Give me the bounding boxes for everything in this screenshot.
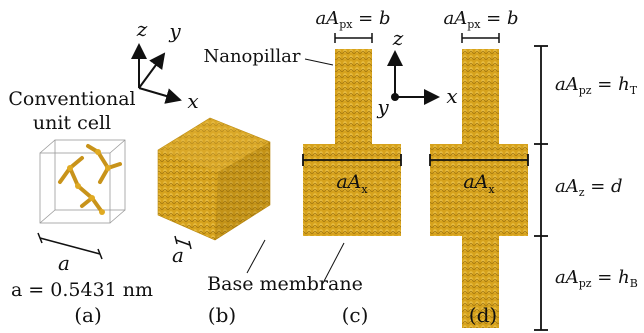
axis-y-left: y	[168, 19, 181, 43]
dim-apx-c	[334, 33, 373, 43]
axis-x-left: x	[187, 89, 198, 113]
caption-d: (d)	[469, 303, 497, 327]
unit-cell-diagram	[39, 139, 126, 224]
caption-a: (a)	[74, 303, 102, 327]
caption-c: (c)	[342, 303, 369, 327]
membrane-leader-c	[321, 242, 345, 286]
lattice-symbol-b: a	[172, 243, 184, 267]
base-membrane-leader	[246, 239, 266, 274]
axis-x-right: x	[446, 84, 457, 108]
height-d-label: aAz = d	[555, 176, 623, 199]
base-membrane-label: Base membrane	[207, 273, 363, 295]
unit-cell-title-2: unit cell	[33, 112, 111, 134]
dim-apx-d	[461, 33, 500, 43]
dim-ax-c	[302, 154, 402, 166]
ax-label-c: aAx	[336, 171, 368, 196]
y-axis-dot	[391, 93, 399, 101]
base-membrane-block	[157, 117, 271, 241]
height-dimension	[534, 45, 548, 331]
axis-z-left: z	[136, 17, 148, 41]
lattice-dimension-a	[37, 232, 103, 260]
apx-label-d: aApx = b	[443, 8, 518, 31]
caption-b: (b)	[208, 303, 236, 327]
axis-y-right: y	[376, 95, 389, 119]
pillar-bottom-d	[462, 236, 499, 328]
pillar-top-d	[462, 49, 499, 144]
pillar-c	[335, 49, 372, 144]
height-bottom-label: aApz = hB	[555, 267, 638, 290]
lattice-symbol-a: a	[58, 251, 70, 275]
unit-cell-title-1: Conventional	[8, 88, 135, 110]
nanopillar-label: Nanopillar	[203, 46, 300, 67]
lattice-value: a = 0.5431 nm	[11, 279, 153, 301]
nanopillar-leader	[304, 58, 334, 66]
height-top-label: aApz = hT	[555, 74, 638, 97]
apx-label-c: aApx = b	[315, 8, 390, 31]
ax-label-d: aAx	[463, 171, 495, 196]
axis-z-right: z	[392, 26, 404, 50]
axes-left	[131, 43, 182, 104]
lattice-dimension-b	[174, 235, 192, 250]
dim-ax-d	[429, 154, 529, 166]
axes-right	[387, 50, 440, 105]
